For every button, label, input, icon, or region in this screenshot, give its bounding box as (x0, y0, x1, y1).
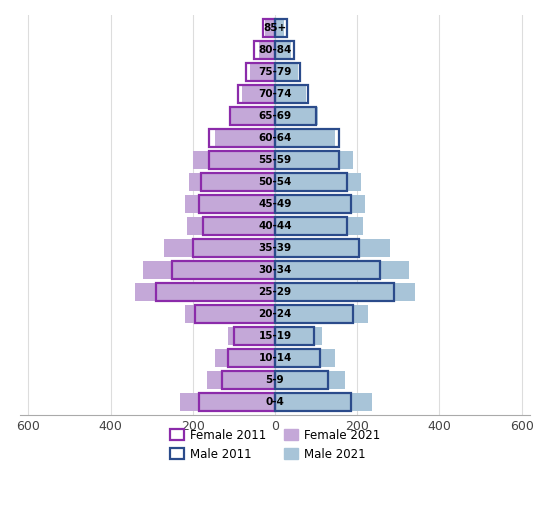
Text: 0-4: 0-4 (266, 397, 284, 407)
Bar (156, 283, 275, 301)
Text: 75-79: 75-79 (258, 67, 292, 77)
Bar (275, 261, 409, 279)
Bar (258, 41, 275, 59)
Bar (275, 107, 318, 125)
Bar (216, 349, 275, 367)
Bar (185, 195, 275, 213)
Bar (199, 195, 275, 213)
Bar (216, 129, 275, 147)
Bar (275, 283, 415, 301)
Text: 60-64: 60-64 (258, 133, 292, 143)
Bar (275, 129, 334, 147)
Text: 85+: 85+ (263, 23, 287, 33)
Bar (250, 63, 275, 81)
Bar (275, 349, 334, 367)
Bar (275, 85, 306, 103)
Bar (192, 239, 275, 257)
Bar (135, 283, 275, 301)
Bar (275, 85, 308, 103)
Text: 10-14: 10-14 (258, 353, 292, 363)
Bar (275, 393, 351, 411)
Bar (275, 19, 287, 37)
Bar (172, 261, 275, 279)
Text: 25-29: 25-29 (258, 287, 292, 297)
Bar (255, 41, 275, 59)
Bar (275, 393, 372, 411)
Text: 70-74: 70-74 (258, 89, 292, 99)
Text: 45-49: 45-49 (258, 199, 292, 209)
Bar (275, 151, 353, 169)
Legend: Female 2011, Male 2011, Female 2021, Male 2021: Female 2011, Male 2011, Female 2021, Mal… (165, 424, 385, 466)
Bar (234, 327, 275, 345)
Text: 65-69: 65-69 (258, 111, 292, 121)
Bar (275, 327, 314, 345)
Bar (275, 283, 394, 301)
Bar (189, 173, 275, 191)
Bar (275, 19, 284, 37)
Bar (242, 85, 275, 103)
Bar (275, 217, 347, 235)
Bar (195, 305, 275, 323)
Bar (228, 327, 275, 345)
Bar (275, 151, 339, 169)
Bar (185, 305, 275, 323)
Bar (263, 19, 275, 37)
Bar (275, 173, 347, 191)
Text: 40-44: 40-44 (258, 221, 292, 231)
Bar (275, 349, 320, 367)
Bar (186, 217, 275, 235)
Bar (275, 195, 365, 213)
Bar (144, 261, 275, 279)
Bar (180, 393, 275, 411)
Bar (199, 393, 275, 411)
Text: 50-54: 50-54 (258, 177, 292, 187)
Bar (275, 195, 351, 213)
Text: 15-19: 15-19 (258, 331, 292, 341)
Bar (222, 371, 275, 389)
Bar (275, 173, 361, 191)
Bar (246, 63, 275, 81)
Bar (275, 107, 316, 125)
Text: 20-24: 20-24 (258, 309, 292, 319)
Text: 30-34: 30-34 (258, 265, 292, 275)
Bar (275, 305, 353, 323)
Bar (275, 63, 300, 81)
Bar (230, 107, 275, 125)
Bar (275, 129, 339, 147)
Text: 35-39: 35-39 (258, 243, 292, 253)
Bar (164, 239, 275, 257)
Bar (275, 239, 359, 257)
Text: 80-84: 80-84 (258, 45, 292, 55)
Bar (228, 349, 275, 367)
Bar (275, 239, 390, 257)
Bar (275, 305, 367, 323)
Text: 5-9: 5-9 (266, 375, 284, 385)
Bar (275, 261, 380, 279)
Bar (192, 151, 275, 169)
Bar (275, 41, 290, 59)
Bar (275, 327, 322, 345)
Bar (209, 129, 275, 147)
Bar (275, 41, 294, 59)
Bar (207, 371, 275, 389)
Bar (238, 85, 275, 103)
Bar (265, 19, 275, 37)
Bar (275, 63, 298, 81)
Bar (275, 371, 328, 389)
Text: 55-59: 55-59 (258, 155, 292, 165)
Bar (201, 173, 275, 191)
Bar (230, 107, 275, 125)
Bar (275, 371, 345, 389)
Bar (203, 217, 275, 235)
Bar (209, 151, 275, 169)
Bar (275, 217, 364, 235)
